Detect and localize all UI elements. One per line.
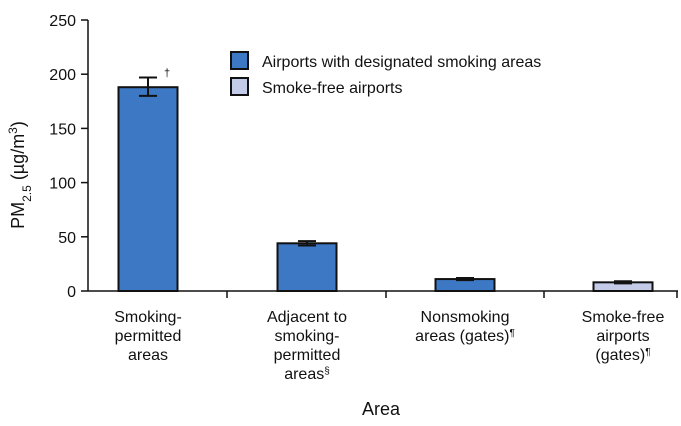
category-label: Nonsmoking areas (gates)¶ <box>415 309 515 345</box>
y-axis-title: PM2.5 (µg/m3) <box>6 121 34 229</box>
y-tick-label: 150 <box>49 121 76 138</box>
bars: † <box>117 67 654 293</box>
category-label: Smoke-free airports (gates)¶ <box>582 309 665 364</box>
legend-swatch <box>230 77 249 96</box>
legend-swatch <box>230 51 249 70</box>
x-axis-title: Area <box>362 399 401 419</box>
bar <box>276 242 338 292</box>
legend: Airports with designated smoking areas Sm… <box>230 51 541 97</box>
y-tick-label: 200 <box>49 67 76 84</box>
y-tick-label: 100 <box>49 176 76 193</box>
bar-annotation: † <box>164 67 170 79</box>
category-label: Adjacent to smoking-permitted areas§ <box>267 309 347 383</box>
legend-label: Airports with designated smoking areas <box>262 54 541 71</box>
labels: Smoking-permitted areas Adjacent to smoking… <box>114 309 664 383</box>
category-label: Smoking-permitted areas <box>114 309 182 364</box>
y-tick-label: 50 <box>58 230 76 247</box>
legend-label: Smoke-free airports <box>262 80 403 97</box>
bar <box>117 86 179 293</box>
y-tick-label: 0 <box>67 284 76 301</box>
y-tick-label: 250 <box>49 13 76 30</box>
axes: 0 50 100 150 200 250 <box>49 13 678 301</box>
